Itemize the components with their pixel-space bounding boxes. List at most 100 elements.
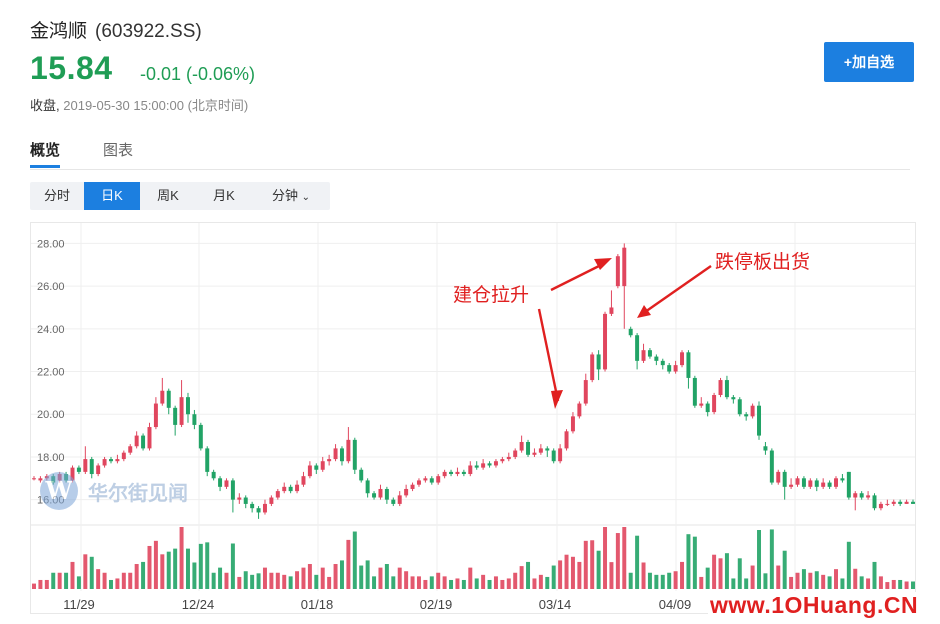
volume-bar <box>429 576 434 589</box>
volume-bar <box>237 576 242 589</box>
add-watchlist-button[interactable]: +加自选 <box>824 42 914 82</box>
volume-bar <box>384 564 389 589</box>
candle-body <box>179 397 184 425</box>
candle-body <box>789 484 794 487</box>
candle-body <box>359 469 364 481</box>
volume-bar <box>397 567 402 589</box>
volume-bar <box>346 539 351 589</box>
candle-body <box>757 405 762 436</box>
volume-bar <box>198 543 203 589</box>
candle-body <box>230 480 235 500</box>
market-status: 收盘, 2019-05-30 15:00:00 (北京时间) <box>30 95 248 114</box>
period-intraday[interactable]: 分时 <box>43 188 70 203</box>
volume-bar <box>866 578 871 589</box>
candle-body <box>442 471 447 477</box>
x-tick-label: 04/09 <box>659 597 692 612</box>
candle-body <box>532 452 537 455</box>
candle-body <box>76 467 81 472</box>
annotation-arrow-line <box>550 261 606 292</box>
volume-bar <box>423 579 428 589</box>
candle-body <box>121 452 126 460</box>
close-label: 收盘, <box>30 98 60 113</box>
tab-chart[interactable]: 图表 <box>103 142 134 159</box>
candle-body <box>776 471 781 483</box>
volume-bar <box>654 574 659 589</box>
volume-bar <box>378 567 383 589</box>
kline-chart-panel[interactable]: 28.0026.0024.0022.0020.0018.0016.0011/29… <box>30 222 916 614</box>
volume-bar <box>712 554 717 589</box>
candle-body <box>635 335 640 361</box>
volume-bar <box>795 572 800 589</box>
candle-body <box>506 456 511 460</box>
annotation-accumulate-label: 建仓拉升 <box>453 284 529 306</box>
candle-body <box>404 488 409 496</box>
candle-body <box>481 463 486 468</box>
candle-body <box>660 360 665 366</box>
stock-title: 金鸿顺 (603922.SS) <box>30 16 202 43</box>
candle-body <box>256 508 261 513</box>
volume-bar <box>468 567 473 589</box>
y-tick-label: 20.00 <box>37 409 65 421</box>
annotation-arrow-line <box>537 308 560 402</box>
watermark-logo: W <box>40 472 78 510</box>
candle-body <box>339 448 344 462</box>
candle-body <box>583 380 588 404</box>
candle-body <box>538 448 543 453</box>
candle-body <box>647 350 652 357</box>
candle-body <box>468 465 473 475</box>
volume-bar <box>686 534 691 589</box>
candle-body <box>654 356 659 361</box>
candle-body <box>570 416 575 432</box>
candle-body <box>750 405 755 417</box>
candle-body <box>628 328 633 336</box>
volume-bar <box>731 578 736 589</box>
candle-body <box>391 499 396 504</box>
x-tick-label: 11/29 <box>63 597 95 612</box>
candle-body <box>173 407 178 425</box>
volume-bar <box>185 548 190 589</box>
volume-bar <box>243 571 248 589</box>
y-tick-label: 22.00 <box>37 367 65 379</box>
volume-bar <box>545 576 550 589</box>
candle-body <box>551 450 556 462</box>
candle-body <box>416 480 421 485</box>
volume-bar <box>724 553 729 589</box>
volume-bar <box>904 581 909 589</box>
volume-bar <box>692 536 697 589</box>
volume-bar <box>846 541 851 589</box>
volume-bar <box>436 572 441 589</box>
candle-body <box>673 365 678 372</box>
period-daily-k[interactable]: 日K <box>84 182 140 210</box>
period-monthly-k[interactable]: 月K <box>196 182 252 210</box>
volume-bar <box>718 558 723 589</box>
volume-bar <box>391 576 396 589</box>
candle-body <box>288 486 293 492</box>
annotation-arrow-head <box>551 390 563 409</box>
candle-body <box>320 461 325 470</box>
period-minute[interactable]: 分钟 ⌄ <box>252 182 330 210</box>
candle-body <box>372 493 377 498</box>
volume-bar <box>699 576 704 589</box>
candle-body <box>866 495 871 498</box>
candle-body <box>699 403 704 406</box>
volume-bar <box>526 561 531 589</box>
candle-body <box>680 352 685 366</box>
period-weekly-k[interactable]: 周K <box>157 188 179 203</box>
annotation-arrow-line <box>644 265 712 313</box>
candle-body <box>641 350 646 361</box>
candle-body <box>911 501 915 504</box>
candle-body <box>461 471 466 475</box>
candle-body <box>795 478 800 485</box>
tab-overview[interactable]: 概览 <box>30 139 61 168</box>
candle-body <box>83 459 88 472</box>
stock-code: (603922.SS) <box>95 21 202 42</box>
volume-bar <box>603 527 608 589</box>
candle-body <box>801 478 806 487</box>
volume-bar <box>474 578 479 589</box>
candle-body <box>96 465 101 475</box>
candle-body <box>109 459 113 462</box>
volume-bar <box>519 566 524 589</box>
kline-chart[interactable]: 28.0026.0024.0022.0020.0018.0016.0011/29… <box>31 223 915 613</box>
volume-bar <box>134 564 139 589</box>
candle-body <box>769 450 774 483</box>
